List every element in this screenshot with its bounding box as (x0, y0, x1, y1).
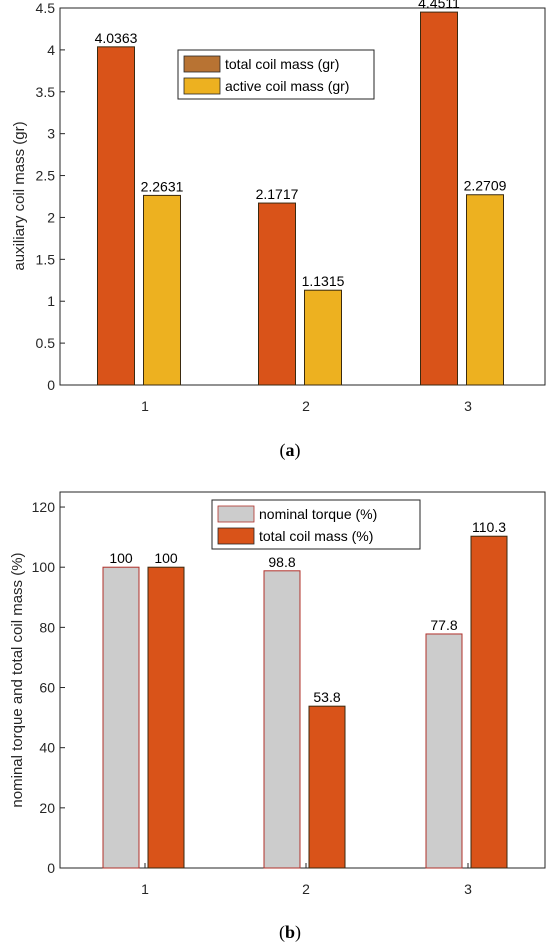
bar-a-s1-c1 (304, 289, 342, 386)
legend-a: total coil mass (gr) active coil mass (g… (177, 49, 375, 100)
bar-a-s0-c0 (97, 46, 135, 386)
y-tick-label: 3.5 (36, 84, 56, 100)
y-tick-label: 2 (47, 209, 55, 225)
data-label: 100 (109, 550, 133, 566)
x-tick-label: 1 (141, 881, 149, 897)
y-tick-label: 0 (47, 860, 55, 876)
y-tick-label: 4.5 (36, 0, 56, 16)
y-tick-label: 80 (39, 619, 55, 635)
data-label: 1.1315 (302, 273, 345, 289)
y-tick-label: 0.5 (36, 335, 56, 351)
x-tick-label: 3 (464, 398, 472, 414)
bars-b: 100 98.8 77.8 100 53.8 110.3 (102, 519, 508, 869)
x-tick-label: 2 (302, 398, 310, 414)
legend-label-total-coil-mass-pct: total coil mass (%) (259, 528, 373, 544)
y-axis-label-b: nominal torque and total coil mass (%) (9, 552, 26, 807)
caption-b: (b) (279, 922, 301, 943)
plot-area-b (59, 491, 546, 869)
bar-a-s0-c2 (420, 11, 458, 386)
x-tick-label: 1 (141, 398, 149, 414)
bars-a: 4.0363 2.1717 4.4511 2.2631 1.1315 2.2709 (95, 0, 507, 386)
bar-b-s0-c1 (263, 570, 301, 869)
y-axis-b: 0 20 40 60 80 100 120 (32, 499, 65, 876)
y-tick-label: 3 (47, 126, 55, 142)
y-tick-label: 100 (32, 559, 56, 575)
legend-swatch-nominal-torque (217, 505, 255, 523)
bar-b-s1-c2 (470, 535, 508, 869)
chart-b: 0 20 40 60 80 100 120 1 2 3 100 98.8 77.8 100 53.8 11… (9, 491, 546, 943)
y-tick-label: 2.5 (36, 168, 56, 184)
data-label: 2.2709 (464, 178, 507, 194)
x-tick-label: 2 (302, 881, 310, 897)
legend-swatch-total-coil-mass (183, 55, 221, 73)
bar-a-s1-c0 (143, 194, 181, 386)
y-tick-label: 20 (39, 800, 55, 816)
bar-b-s0-c0 (102, 566, 140, 869)
legend-label-nominal-torque: nominal torque (%) (259, 506, 377, 522)
y-tick-label: 120 (32, 499, 56, 515)
bar-a-s1-c2 (466, 194, 504, 386)
bar-a-s0-c1 (258, 202, 296, 386)
data-label: 53.8 (313, 689, 340, 705)
bar-b-s1-c0 (147, 566, 185, 869)
y-tick-label: 4 (47, 42, 55, 58)
x-tick-label: 3 (464, 881, 472, 897)
data-label: 98.8 (268, 554, 295, 570)
data-label: 100 (154, 550, 178, 566)
data-label: 4.0363 (95, 30, 138, 46)
data-label: 110.3 (472, 519, 506, 535)
y-tick-label: 60 (39, 680, 55, 696)
y-axis-label-a: auxiliary coil mass (gr) (11, 121, 28, 270)
legend-label-active-coil-mass: active coil mass (gr) (225, 78, 349, 94)
chart-a: 0 0.5 1 1.5 2 2.5 3 3.5 4 4.5 1 2 3 4.0363 2.1717 4.4… (11, 0, 546, 461)
bar-b-s1-c1 (308, 705, 346, 869)
y-tick-label: 1 (47, 293, 55, 309)
bar-b-s0-c2 (425, 633, 463, 869)
y-axis-a: 0 0.5 1 1.5 2 2.5 3 3.5 4 4.5 (36, 0, 65, 393)
y-tick-label: 1.5 (36, 251, 56, 267)
y-tick-label: 40 (39, 740, 55, 756)
caption-a: (a) (280, 440, 301, 461)
data-label: 2.1717 (256, 186, 299, 202)
legend-b: nominal torque (%) total coil mass (%) (211, 499, 421, 550)
legend-label-total-coil-mass: total coil mass (gr) (225, 56, 339, 72)
x-axis-b: 1 2 3 (141, 863, 472, 897)
legend-swatch-active-coil-mass (183, 77, 221, 95)
legend-swatch-total-coil-mass-pct (217, 527, 255, 545)
data-label: 2.2631 (141, 178, 184, 194)
data-label: 4.4511 (418, 0, 460, 11)
y-tick-label: 0 (47, 377, 55, 393)
data-label: 77.8 (430, 617, 457, 633)
